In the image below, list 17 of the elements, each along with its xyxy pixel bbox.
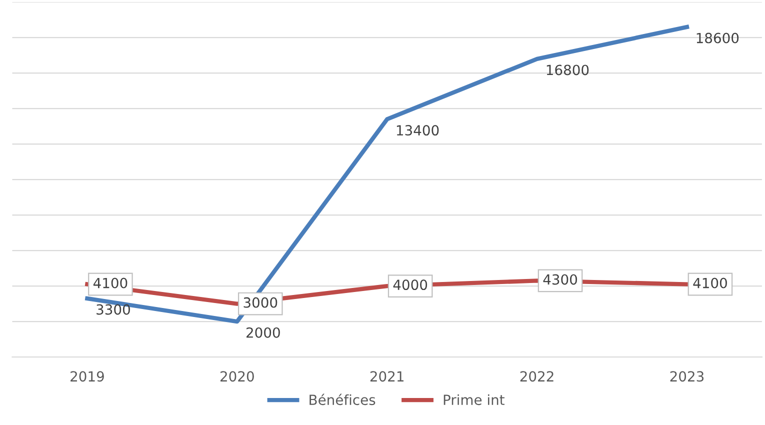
data-label: 3300 — [96, 304, 130, 315]
data-label: 4300 — [543, 274, 578, 285]
legend-label: Bénéfices — [310, 394, 376, 406]
data-label: 4000 — [393, 280, 428, 290]
data-label: 13400 — [396, 125, 439, 136]
x-tick-label: 2019 — [70, 371, 104, 382]
x-tick-label: 2022 — [520, 371, 554, 382]
x-tick-label: 2023 — [670, 371, 704, 382]
data-label: 18600 — [696, 32, 739, 44]
data-label: 4100 — [93, 278, 128, 288]
legend-label: Prime int — [444, 394, 504, 406]
data-label: 2000 — [246, 327, 280, 338]
x-tick-label: 2021 — [370, 371, 404, 382]
data-label: 16800 — [546, 64, 589, 76]
data-label: 3000 — [244, 297, 278, 308]
data-label: 4100 — [693, 278, 727, 288]
x-tick-label: 2020 — [220, 371, 254, 382]
